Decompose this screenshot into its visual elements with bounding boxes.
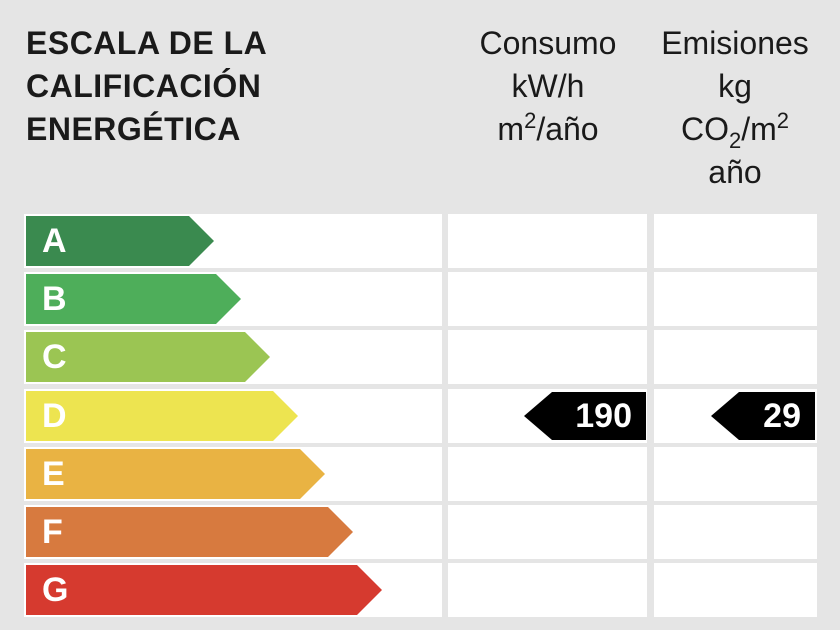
title-line-1: ESCALA DE LA — [26, 25, 268, 61]
consumo-header-line-2: kW/h — [511, 68, 585, 104]
emisiones-unit-sub: 2 — [728, 128, 742, 153]
consumo-cell — [448, 563, 647, 617]
rating-row-e: E — [0, 447, 840, 501]
emisiones-header: Emisiones kg CO2/m2 año — [653, 22, 817, 194]
consumo-cell — [448, 330, 647, 384]
rating-letter: G — [42, 571, 69, 609]
emisiones-cell — [654, 330, 817, 384]
consumo-unit-base: m — [497, 111, 525, 147]
rating-row-a: A — [0, 214, 840, 268]
emisiones-header-line-1: Emisiones — [661, 25, 809, 61]
rating-bar-d: D — [26, 391, 298, 441]
title-line-3: ENERGÉTICA — [26, 111, 241, 147]
title-line-2: CALIFICACIÓN — [26, 68, 262, 104]
emisiones-cell — [654, 505, 817, 559]
consumo-header-line-1: Consumo — [479, 25, 617, 61]
consumo-cell — [448, 447, 647, 501]
emisiones-cell — [654, 447, 817, 501]
rating-letter: B — [42, 280, 67, 318]
rating-letter: E — [42, 455, 65, 493]
consumo-header-line-3: m2/año — [448, 108, 648, 151]
consumo-unit-sup: 2 — [524, 108, 537, 133]
emisiones-cell — [654, 272, 817, 326]
emisiones-header-line-4: año — [708, 154, 762, 190]
emisiones-cell — [654, 214, 817, 268]
consumo-header: Consumo kW/h m2/año — [448, 22, 648, 151]
rating-letter: F — [42, 513, 63, 551]
rating-letter: D — [42, 397, 67, 435]
rating-row-b: B — [0, 272, 840, 326]
rating-row-d: D 190 29 — [0, 389, 840, 443]
rating-bar-b: B — [26, 274, 241, 324]
consumo-value-marker: 190 — [524, 392, 646, 440]
emisiones-header-line-2: kg — [718, 68, 752, 104]
rating-bar-e: E — [26, 449, 325, 499]
rating-row-f: F — [0, 505, 840, 559]
rating-letter: C — [42, 338, 67, 376]
emisiones-unit-base: CO — [680, 111, 729, 147]
emisiones-unit-mid: /m — [741, 111, 777, 147]
rating-bar-f: F — [26, 507, 353, 557]
rating-bar-a: A — [26, 216, 214, 266]
consumo-cell — [448, 214, 647, 268]
rating-row-g: G — [0, 563, 840, 617]
emisiones-cell — [654, 563, 817, 617]
consumo-cell — [448, 505, 647, 559]
consumo-cell — [448, 272, 647, 326]
scale-title: ESCALA DE LA CALIFICACIÓN ENERGÉTICA — [26, 22, 446, 151]
rating-bar-c: C — [26, 332, 270, 382]
rating-bar-g: G — [26, 565, 382, 615]
rating-row-c: C — [0, 330, 840, 384]
emisiones-unit-sup: 2 — [776, 108, 790, 133]
rating-letter: A — [42, 222, 67, 260]
emisiones-header-line-3: CO2/m2 — [653, 108, 817, 153]
consumo-unit-rest: /año — [536, 111, 599, 147]
